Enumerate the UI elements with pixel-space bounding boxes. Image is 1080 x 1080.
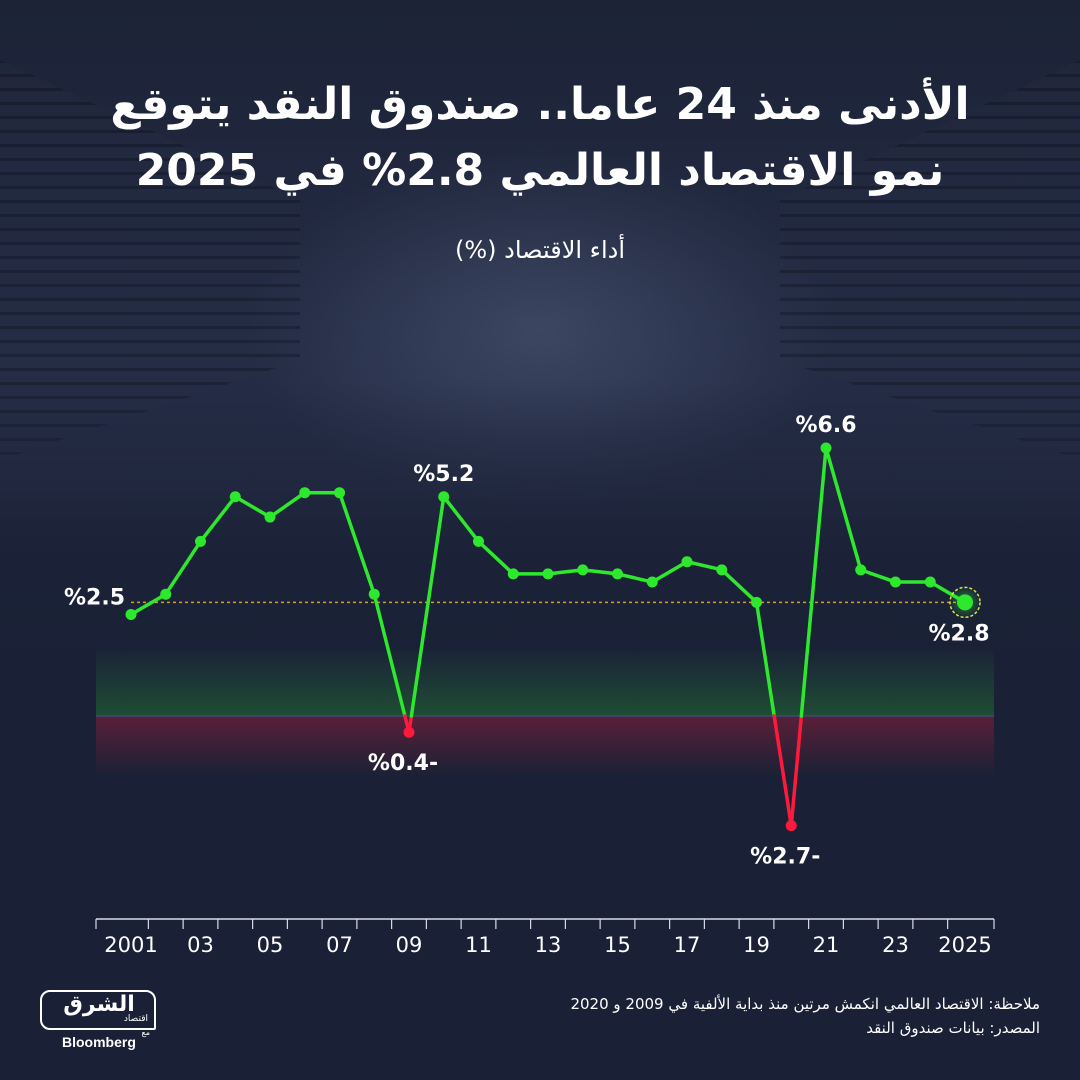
x-tick-label: 11	[465, 933, 492, 957]
asharq-bloomberg-logo: الشرق اقتصاد مع Bloomberg	[40, 990, 156, 1052]
x-tick-label: 15	[604, 933, 631, 957]
data-point-2012	[507, 568, 519, 580]
series-segment	[772, 714, 793, 828]
data-point-2004	[229, 491, 241, 503]
data-point-2010	[438, 491, 450, 503]
series-segment	[233, 495, 272, 519]
x-tick-label: 09	[396, 933, 423, 957]
series-segment	[581, 568, 620, 576]
series-segment	[650, 559, 689, 584]
series-segment	[409, 495, 446, 718]
footnote-source: المصدر: بيانات صندوق النقد	[866, 1019, 1040, 1037]
chart-title-line1: الأدنى منذ 24 عاما.. صندوق النقد يتوقع	[110, 79, 970, 130]
logo-bloomberg-text: Bloomberg	[62, 1034, 136, 1050]
data-point-2015	[612, 568, 623, 580]
series-segment	[789, 714, 804, 828]
data-label-2020: %2.7-	[750, 845, 820, 870]
data-point-2002	[160, 588, 172, 600]
data-point-2013	[542, 568, 554, 580]
data-point-2001	[125, 609, 137, 620]
data-point-2017	[681, 556, 693, 568]
x-tick-label: 23	[882, 933, 909, 957]
data-point-2007	[334, 487, 345, 499]
logo-frame	[40, 990, 156, 1030]
data-point-2011	[473, 535, 484, 547]
series-segment	[799, 446, 828, 718]
x-tick-label: 05	[257, 933, 284, 957]
data-point-2020	[785, 820, 797, 832]
chart-subtitle: أداء الاقتصاد (%)	[455, 236, 625, 264]
highlight-ring	[949, 586, 981, 619]
series-segment	[337, 490, 376, 596]
data-label-2001: %2.5	[64, 586, 125, 611]
series-segment	[129, 592, 168, 617]
series-segment	[720, 568, 759, 605]
x-tick-label: 2001	[104, 933, 157, 957]
x-tick-label: 07	[326, 933, 353, 957]
data-point-2005	[264, 511, 276, 523]
data-point-2018	[716, 564, 728, 576]
series-segment	[685, 559, 724, 572]
positive-glow-band	[96, 646, 994, 716]
chart-title-line2: نمو الاقتصاد العالمي 2.8% في 2025	[135, 145, 945, 196]
x-tick-label: 2025	[938, 933, 991, 957]
series-segment	[164, 539, 203, 596]
data-point-2016	[646, 576, 658, 588]
data-point-2021	[820, 442, 832, 454]
x-tick-label: 13	[535, 933, 562, 957]
data-label-2025: %2.8	[928, 621, 989, 646]
data-point-2022	[855, 564, 867, 576]
x-tick-label: 17	[674, 933, 701, 957]
series-segment	[268, 490, 307, 519]
series-segment	[824, 446, 863, 572]
data-point-2006	[299, 487, 311, 499]
x-tick-label: 21	[813, 933, 840, 957]
x-tick-label: 03	[187, 933, 214, 957]
data-point-2019	[751, 596, 762, 608]
data-point-2024	[924, 576, 936, 588]
chart-title: الأدنى منذ 24 عاما.. صندوق النقد يتوقع ن…	[60, 72, 1020, 204]
x-tick-label: 19	[743, 933, 770, 957]
series-segment	[442, 495, 481, 544]
series-segment	[476, 539, 515, 576]
series-segment	[372, 592, 407, 718]
data-point-2009	[403, 726, 415, 738]
data-point-2023	[890, 576, 901, 588]
data-label-2009: %0.4-	[368, 751, 438, 776]
data-point-2003	[195, 535, 206, 547]
data-point-2008	[368, 588, 380, 600]
series-segment	[859, 568, 898, 584]
series-segment	[754, 600, 776, 718]
negative-glow-band	[96, 716, 994, 776]
data-point-2025	[957, 594, 973, 611]
footnote-note: ملاحظة: الاقتصاد العالمي انكمش مرتين منذ…	[570, 995, 1040, 1013]
data-point-2014	[577, 564, 589, 576]
logo-arabic-text: الشرق	[63, 992, 135, 1017]
data-label-2021: %6.6	[795, 413, 856, 438]
series-segment	[546, 568, 585, 576]
data-label-2010: %5.2	[413, 462, 474, 487]
footnote: ملاحظة: الاقتصاد العالمي انكمش مرتين منذ…	[570, 992, 1040, 1040]
logo-with-text: مع	[141, 1028, 150, 1037]
series-segment	[615, 572, 654, 584]
logo-arabic-subtext: اقتصاد	[123, 1014, 148, 1024]
series-segment	[198, 495, 237, 544]
